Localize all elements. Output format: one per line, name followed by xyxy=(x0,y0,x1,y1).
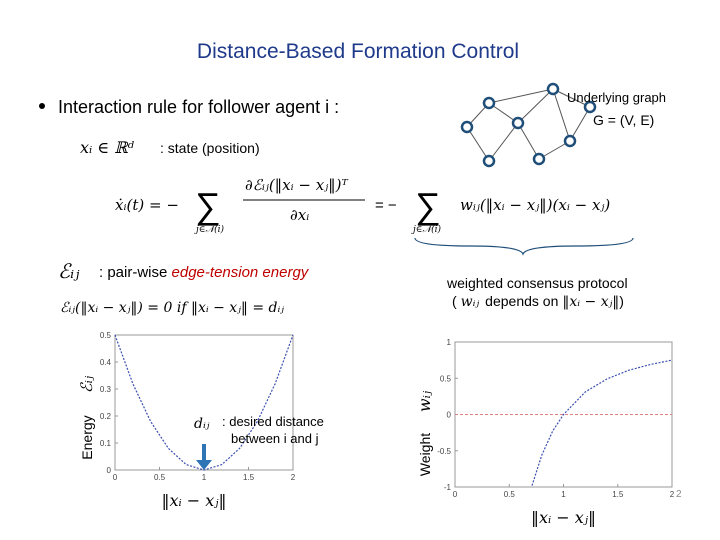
x-tick-label: 2 xyxy=(670,490,675,499)
paren: ( xyxy=(452,293,457,309)
x-tick-label: 0.5 xyxy=(504,490,516,499)
y-axis-symbol: wᵢⱼ xyxy=(415,390,434,412)
y-tick-label: 1 xyxy=(447,338,452,347)
curve xyxy=(531,359,673,486)
eq-index: j∈𝒩(i) xyxy=(411,224,441,235)
graph-notation: G = (V, E) xyxy=(593,112,654,128)
consensus-text: weighted consensus protocol xyxy=(446,275,628,291)
y-axis-label: Weight xyxy=(417,433,433,476)
eq-sum: ∑ xyxy=(195,185,221,226)
energy-highlight: edge-tension energy xyxy=(172,264,310,281)
graph-label: Underlying graph xyxy=(567,90,666,105)
bullet-dot xyxy=(39,103,45,109)
x-axis-label: ‖xᵢ − xⱼ‖ xyxy=(531,508,596,527)
y-tick-label: 0.5 xyxy=(440,374,452,383)
x-tick-label: 2 xyxy=(291,473,296,482)
x-tick-label: 0.5 xyxy=(154,473,166,482)
y-axis-label: Energy xyxy=(79,415,95,459)
eq-middle: = − xyxy=(375,197,397,214)
eq-denominator: ∂xᵢ xyxy=(290,206,309,224)
y-tick-label: 0.5 xyxy=(100,331,112,340)
y-tick-label: -0.5 xyxy=(437,447,451,456)
y-tick-label: 0.1 xyxy=(100,439,112,448)
depends: depends on xyxy=(485,293,558,309)
norm: ‖xᵢ − xⱼ‖ xyxy=(562,294,619,310)
x-tick-label: 1 xyxy=(561,490,566,499)
y-tick-label: 0.3 xyxy=(100,385,112,394)
brace xyxy=(414,237,634,256)
y-axis-symbol: ℰᵢⱼ xyxy=(77,375,96,393)
weight-symbol: wᵢⱼ xyxy=(461,294,480,310)
y-tick-label: 0.2 xyxy=(100,412,112,421)
x-tick-label: 0 xyxy=(113,473,118,482)
y-tick-label: 0 xyxy=(447,411,452,420)
graph-diagram xyxy=(460,82,597,168)
x-tick-label: 1.5 xyxy=(243,473,255,482)
paren: ) xyxy=(619,293,624,309)
x-tick-label: 1 xyxy=(202,473,207,482)
eq-rhs: wᵢⱼ(‖xᵢ − xⱼ‖)(xᵢ − xⱼ) xyxy=(460,196,610,214)
state-text: : state (position) xyxy=(160,140,260,156)
slide-title: Distance-Based Formation Control xyxy=(197,40,519,63)
equation: ẋᵢ(t) = − ∑ j∈𝒩(i) ∂ℰᵢⱼ(‖xᵢ − xⱼ‖)ᵀ ∂xᵢ … xyxy=(115,176,610,235)
y-tick-label: 0.4 xyxy=(100,358,112,367)
bullet-text: Interaction rule for follower agent i : xyxy=(58,97,339,117)
x-tick-label: 0 xyxy=(453,490,458,499)
eq-index: j∈𝒩(i) xyxy=(194,224,224,235)
x-tick-label: 1.5 xyxy=(612,490,624,499)
energy-symbol: ℰᵢⱼ xyxy=(58,259,80,283)
energy-condition: ℰᵢⱼ(‖xᵢ − xⱼ‖) = 0 if ‖xᵢ − xⱼ‖ = dᵢⱼ xyxy=(60,300,284,316)
page-number: 2 xyxy=(676,489,682,500)
energy-label: : pair-wise xyxy=(99,264,172,281)
annotation-text: between i and j xyxy=(231,431,319,446)
y-tick-label: -1 xyxy=(444,483,452,492)
eq-sum: ∑ xyxy=(415,185,441,226)
annotation-symbol: dᵢⱼ xyxy=(194,416,210,432)
consensus-note: (wᵢⱼ depends on ‖xᵢ − xⱼ‖) xyxy=(452,293,624,310)
annotation-text: : desired distance xyxy=(222,414,324,429)
eq-numerator: ∂ℰᵢⱼ(‖xᵢ − xⱼ‖)ᵀ xyxy=(245,176,349,194)
eq-lhs: ẋᵢ(t) = − xyxy=(115,196,179,214)
arrow-head xyxy=(196,460,212,470)
y-tick-label: 0 xyxy=(107,466,112,475)
energy-text: : pair-wise edge-tension energy xyxy=(99,264,310,281)
x-axis-label: ‖xᵢ − xⱼ‖ xyxy=(161,491,226,510)
state-symbol: xᵢ ∈ ℝᵈ xyxy=(80,138,135,157)
